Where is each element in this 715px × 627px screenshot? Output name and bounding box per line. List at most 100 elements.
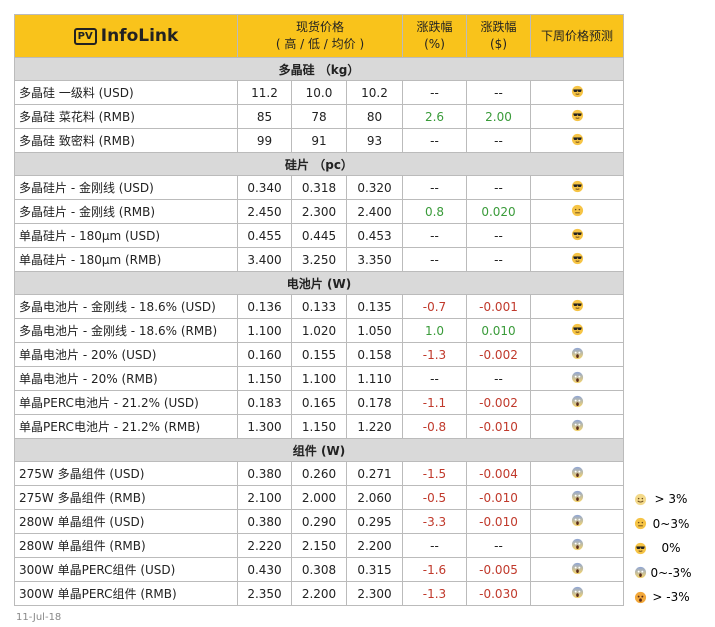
change-usd: -- — [466, 223, 531, 248]
average: 0.178 — [346, 390, 403, 415]
forecast-cell — [530, 533, 624, 558]
change-pct: -1.3 — [402, 581, 467, 606]
change-pct: -- — [402, 128, 467, 153]
change-pct: 2.6 — [402, 104, 467, 129]
legend-label: 0~-3% — [650, 565, 692, 580]
forecast-cell — [530, 366, 624, 391]
section-title: 多晶硅 （kg） — [14, 57, 624, 81]
forecast-cell — [530, 104, 624, 129]
section-row: 组件 (W) — [14, 438, 624, 462]
forecast-cell — [530, 199, 624, 224]
average: 80 — [346, 104, 403, 129]
high: 1.150 — [237, 366, 292, 391]
change-usd: 0.020 — [466, 199, 531, 224]
forecast-icon — [634, 518, 647, 530]
legend-item: > 3% — [634, 487, 695, 512]
forecast-cell — [530, 461, 624, 486]
pct-unit: (%) — [424, 37, 445, 51]
average: 0.320 — [346, 175, 403, 200]
data-row: 多晶电池片 - 金刚线 - 18.6% (RMB) 1.100 1.020 1.050… — [14, 318, 624, 343]
product-name: 多晶硅片 - 金刚线 (USD) — [14, 175, 238, 200]
logo: InfoLink — [100, 26, 179, 46]
forecast-icon — [571, 347, 583, 359]
high: 0.455 — [237, 223, 292, 248]
high: 2.450 — [237, 199, 292, 224]
data-row: 275W 多晶组件 (USD) 0.380 0.260 0.271 -1.5 -0.004 — [14, 461, 624, 486]
date: 11-Jul-18 — [16, 612, 62, 623]
legend-label: > -3% — [652, 590, 690, 605]
low: 1.100 — [291, 366, 347, 391]
low: 3.250 — [291, 247, 347, 272]
change-pct: -3.3 — [402, 509, 467, 534]
legend-label: 0~3% — [652, 516, 690, 531]
forecast-cell — [530, 390, 624, 415]
section-row: 硅片 （pc） — [14, 152, 624, 176]
low: 0.290 — [291, 509, 347, 534]
usd-header: 涨跌幅 ($) — [466, 14, 531, 58]
data-row: 多晶电池片 - 金刚线 - 18.6% (USD) 0.136 0.133 0.135… — [14, 294, 624, 319]
low: 1.020 — [291, 318, 347, 343]
low: 2.000 — [291, 485, 347, 510]
forecast-icon — [571, 466, 583, 478]
logo-cell: PV InfoLink — [14, 14, 238, 58]
data-row: 多晶硅 一级料 (USD) 11.2 10.0 10.2 -- -- — [14, 80, 624, 105]
high: 0.160 — [237, 342, 292, 367]
forecast-cell — [530, 557, 624, 582]
high: 99 — [237, 128, 292, 153]
product-name: 多晶硅 致密料 (RMB) — [14, 128, 238, 153]
forecast-icon — [571, 323, 583, 335]
price-table: PV InfoLink 现货价格 ( 高 / 低 / 均价 ) 涨跌幅 (%) 涨跌幅… — [14, 14, 624, 606]
change-pct: -1.5 — [402, 461, 467, 486]
change-pct: -- — [402, 80, 467, 105]
average: 0.295 — [346, 509, 403, 534]
change-usd: -0.002 — [466, 390, 531, 415]
pct-title: 涨跌幅 — [416, 20, 453, 34]
low: 91 — [291, 128, 347, 153]
high: 2.350 — [237, 581, 292, 606]
average: 0.135 — [346, 294, 403, 319]
product-name: 300W 单晶PERC组件 (RMB) — [14, 581, 238, 606]
low: 0.260 — [291, 461, 347, 486]
data-row: 单晶硅片 - 180μm (USD) 0.455 0.445 0.453 -- -- — [14, 223, 624, 248]
forecast-header: 下周价格预测 — [530, 14, 624, 58]
data-row: 300W 单晶PERC组件 (RMB) 2.350 2.200 2.300 -1.3 -0… — [14, 581, 624, 606]
legend: > 3% 0~3% 0% 0~-3% > -3% — [634, 487, 695, 610]
product-name: 单晶PERC电池片 - 21.2% (USD) — [14, 390, 238, 415]
change-usd: -0.001 — [466, 294, 531, 319]
low: 10.0 — [291, 80, 347, 105]
change-pct: 1.0 — [402, 318, 467, 343]
data-row: 280W 单晶组件 (USD) 0.380 0.290 0.295 -3.3 -0.010 — [14, 509, 624, 534]
average: 1.110 — [346, 366, 403, 391]
data-row: 单晶PERC电池片 - 21.2% (RMB) 1.300 1.150 1.220 -0… — [14, 414, 624, 439]
change-pct: -- — [402, 366, 467, 391]
change-pct: -0.7 — [402, 294, 467, 319]
low: 2.200 — [291, 581, 347, 606]
product-name: 多晶硅片 - 金刚线 (RMB) — [14, 199, 238, 224]
change-usd: -- — [466, 366, 531, 391]
section-title: 电池片 (W) — [14, 271, 624, 295]
price-header: 现货价格 ( 高 / 低 / 均价 ) — [237, 14, 403, 58]
forecast-icon — [571, 490, 583, 502]
product-name: 280W 单晶组件 (USD) — [14, 509, 238, 534]
forecast-cell — [530, 485, 624, 510]
change-pct: -1.1 — [402, 390, 467, 415]
average: 0.453 — [346, 223, 403, 248]
forecast-cell — [530, 414, 624, 439]
data-row: 单晶PERC电池片 - 21.2% (USD) 0.183 0.165 0.178 -1… — [14, 390, 624, 415]
data-row: 280W 单晶组件 (RMB) 2.220 2.150 2.200 -- -- — [14, 533, 624, 558]
change-usd: -- — [466, 247, 531, 272]
average: 0.315 — [346, 557, 403, 582]
product-name: 多晶硅 一级料 (USD) — [14, 80, 238, 105]
product-name: 单晶硅片 - 180μm (RMB) — [14, 247, 238, 272]
forecast-icon — [571, 395, 583, 407]
change-pct: -0.8 — [402, 414, 467, 439]
low: 0.318 — [291, 175, 347, 200]
legend-item: 0~-3% — [634, 561, 695, 586]
change-usd: -0.002 — [466, 342, 531, 367]
forecast-cell — [530, 581, 624, 606]
change-usd: -0.010 — [466, 414, 531, 439]
product-name: 300W 单晶PERC组件 (USD) — [14, 557, 238, 582]
change-usd: -- — [466, 80, 531, 105]
change-usd: -0.010 — [466, 485, 531, 510]
low: 0.308 — [291, 557, 347, 582]
